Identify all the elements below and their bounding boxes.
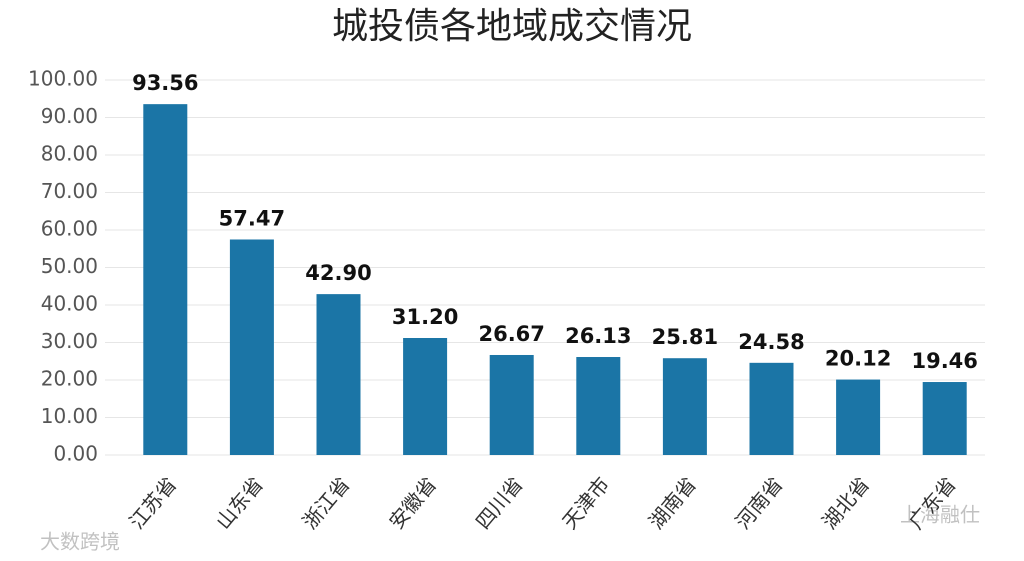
bar — [662, 358, 707, 455]
y-tick-label: 80.00 — [41, 142, 98, 166]
chart-title: 城投债各地域成交情况 — [332, 6, 692, 47]
x-tick-label: 江苏省 — [124, 472, 181, 533]
bar — [749, 362, 794, 455]
bar — [576, 357, 621, 455]
y-tick-label: 0.00 — [53, 442, 98, 466]
value-label: 42.90 — [305, 261, 371, 285]
y-tick-label: 10.00 — [41, 404, 98, 428]
value-label: 24.58 — [738, 330, 804, 354]
value-label: 26.67 — [478, 322, 544, 346]
x-tick-label: 四川省 — [471, 472, 528, 533]
value-label: 19.46 — [911, 349, 977, 373]
y-tick-label: 50.00 — [41, 254, 98, 278]
y-tick-label: 100.00 — [28, 67, 98, 91]
watermark: 上海融仕 — [900, 503, 980, 527]
y-tick-label: 30.00 — [41, 329, 98, 353]
y-tick-label: 70.00 — [41, 179, 98, 203]
bar — [143, 104, 188, 456]
value-label: 26.13 — [565, 324, 631, 348]
x-tick-label: 安徽省 — [384, 472, 441, 533]
x-tick-label: 湖南省 — [644, 472, 701, 533]
y-tick-label: 60.00 — [41, 217, 98, 241]
x-tick-label: 天津市 — [557, 472, 614, 533]
x-tick-label: 河南省 — [731, 472, 788, 533]
value-label: 25.81 — [652, 325, 718, 349]
bar — [229, 239, 274, 455]
bar — [922, 382, 967, 455]
value-label: 57.47 — [219, 206, 285, 230]
value-label: 20.12 — [825, 347, 891, 371]
bar — [403, 338, 448, 455]
watermark: 大数跨境 — [40, 530, 120, 554]
value-label: 93.56 — [132, 71, 198, 95]
y-tick-label: 90.00 — [41, 104, 98, 128]
y-tick-label: 20.00 — [41, 367, 98, 391]
x-tick-label: 湖北省 — [817, 472, 874, 533]
y-tick-label: 40.00 — [41, 292, 98, 316]
bar — [489, 354, 534, 455]
bar — [836, 379, 881, 455]
x-tick-label: 浙江省 — [298, 472, 355, 533]
bar — [316, 294, 361, 455]
value-label: 31.20 — [392, 305, 458, 329]
x-tick-label: 山东省 — [211, 472, 268, 533]
